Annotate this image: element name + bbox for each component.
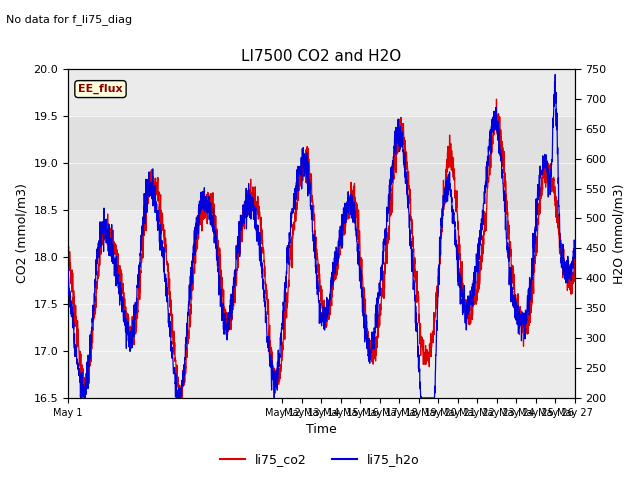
X-axis label: Time: Time: [306, 423, 337, 436]
Title: LI7500 CO2 and H2O: LI7500 CO2 and H2O: [241, 48, 401, 63]
Y-axis label: CO2 (mmol/m3): CO2 (mmol/m3): [15, 183, 28, 283]
Text: EE_flux: EE_flux: [78, 84, 123, 94]
Bar: [68, 116, 575, 210]
Legend: li75_co2, li75_h2o: li75_co2, li75_h2o: [215, 448, 425, 471]
Text: No data for f_li75_diag: No data for f_li75_diag: [6, 14, 132, 25]
Y-axis label: H2O (mmol/m3): H2O (mmol/m3): [612, 183, 625, 284]
